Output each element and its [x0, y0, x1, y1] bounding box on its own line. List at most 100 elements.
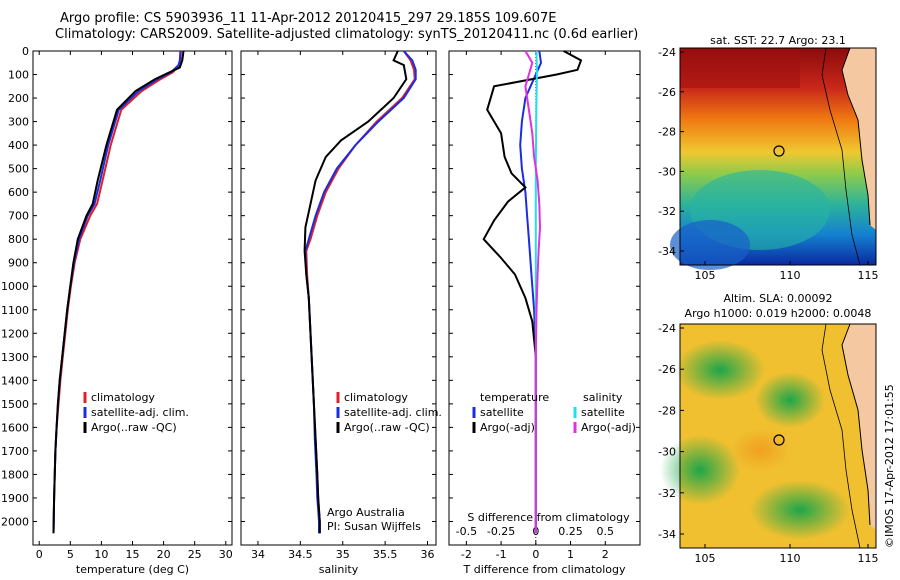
- sla-patch-5: [730, 428, 790, 472]
- chart-title-line-1: Argo profile: CS 5903936_11 11-Apr-2012 …: [60, 11, 557, 26]
- depth-tick-label: 1800: [1, 468, 29, 481]
- series-line-s-argo-adj-: [524, 50, 542, 534]
- sla-patch-2: [755, 372, 825, 428]
- depth-tick-label: 900: [8, 257, 29, 270]
- sst-y-tick-label: -32: [658, 205, 676, 218]
- sst-land: [842, 48, 876, 230]
- sla-y-tick-label: -24: [658, 322, 676, 335]
- chart-title-line-2: Climatology: CARS2009. Satellite-adjuste…: [55, 27, 639, 42]
- depth-tick-label: 1300: [1, 351, 29, 364]
- sst-argo-position-marker: [773, 145, 785, 157]
- sst-y-tick-label: -34: [658, 245, 676, 258]
- x-tick-label: -1: [496, 548, 507, 561]
- sst-y-tick-label: -24: [658, 46, 676, 59]
- depth-tick-label: 1700: [1, 445, 29, 458]
- legend-label: Argo(..raw -QC): [344, 421, 430, 434]
- depth-tick-label: 1900: [1, 492, 29, 505]
- legend-header-salinity: salinity: [583, 391, 623, 404]
- sst-map: [670, 47, 877, 270]
- sst-y-tick-label: -30: [658, 165, 676, 178]
- sla-patch-1: [675, 340, 765, 400]
- depth-tick-label: 1100: [1, 304, 29, 317]
- sst-coastline: [841, 47, 871, 226]
- depth-tick-label: 1400: [1, 374, 29, 387]
- sla-y-tick-label: -34: [658, 528, 676, 541]
- sla-y-tick-label: -32: [658, 487, 676, 500]
- panel-salinity: 34 34.5 35 35.5 36 salinity climatology satelli…: [240, 50, 442, 576]
- depth-tick-label: 600: [8, 186, 29, 199]
- argo-annotation: PI: Susan Wijffels: [327, 520, 421, 533]
- series-line-argo-raw-qc-: [52, 50, 185, 534]
- s-tick-label: -0.5: [456, 525, 477, 538]
- x-tick-label: 36: [421, 548, 435, 561]
- legend-label: Argo(-adj): [480, 421, 535, 434]
- legend-label: satellite: [581, 406, 625, 419]
- x-tick-label: 10: [94, 548, 108, 561]
- sla-land: [842, 324, 876, 530]
- depth-tick-label: 800: [8, 233, 29, 246]
- sla-map: [660, 323, 877, 549]
- legend-label: climatology: [344, 391, 408, 404]
- depth-tick-label: 0: [22, 45, 29, 58]
- sla-x-tick-label: 105: [695, 552, 716, 565]
- depth-tick-label: 1000: [1, 280, 29, 293]
- depth-tick-label: 1500: [1, 398, 29, 411]
- legend-label: Argo(..raw -QC): [91, 421, 177, 434]
- x-axis-label: salinity: [319, 563, 359, 576]
- depth-tick-label: 300: [8, 116, 29, 129]
- s-tick-label: 0.5: [597, 525, 615, 538]
- sst-x-tick-label: 110: [780, 269, 801, 282]
- x-tick-label: 2: [602, 548, 609, 561]
- sla-patch-4: [750, 480, 850, 540]
- panel-difference: -2 -1 0 1 2 T difference from climatology -0.5…: [448, 50, 641, 576]
- x-tick-label: 20: [157, 548, 171, 561]
- x-tick-label: 30: [219, 548, 233, 561]
- x-tick-label: 35: [336, 548, 350, 561]
- x-axis-label: temperature (deg C): [76, 563, 189, 576]
- depth-tick-label: 1600: [1, 421, 29, 434]
- x-axis-label: T difference from climatology: [463, 563, 626, 576]
- sst-warm-patch: [680, 48, 800, 88]
- s-tick-label: -0.25: [487, 525, 515, 538]
- x-tick-label: 34: [251, 548, 265, 561]
- x-tick-label: 0: [532, 548, 539, 561]
- sst-y-tick-label: -26: [658, 86, 676, 99]
- x-tick-label: 34.5: [288, 548, 313, 561]
- x-tick-label: 0: [36, 548, 43, 561]
- legend-label: satellite-adj. clim.: [344, 406, 442, 419]
- x-tick-label: -2: [461, 548, 472, 561]
- depth-tick-label: 200: [8, 92, 29, 105]
- legend-label: satellite: [480, 406, 524, 419]
- s-tick-label: 0.25: [558, 525, 583, 538]
- sla-x-tick-label: 115: [858, 552, 879, 565]
- depth-tick-label: 2000: [1, 515, 29, 528]
- sla-map-title-line-1: Altim. SLA: 0.00092: [723, 292, 832, 305]
- depth-tick-label: 1200: [1, 327, 29, 340]
- sla-y-tick-label: -30: [658, 446, 676, 459]
- sst-y-tick-label: -28: [658, 126, 676, 139]
- sla-map-title-line-2: Argo h1000: 0.019 h2000: 0.0048: [685, 307, 872, 320]
- sla-y-tick-label: -28: [658, 404, 676, 417]
- sst-cold-patch: [670, 220, 750, 270]
- panel-frame: [240, 50, 437, 546]
- sst-map-frame: [679, 47, 877, 266]
- x-tick-label: 25: [188, 548, 202, 561]
- sst-x-tick-label: 115: [858, 269, 879, 282]
- depth-tick-label: 400: [8, 139, 29, 152]
- sla-isobath: [821, 323, 861, 549]
- panel-temperature: 0 5 10 15 20 25 30 temperature (deg C) climatolo…: [32, 50, 233, 576]
- sla-y-tick-label: -26: [658, 363, 676, 376]
- legend-label: Argo(-adj): [581, 421, 636, 434]
- sla-x-tick-label: 110: [780, 552, 801, 565]
- depth-tick-label: 500: [8, 163, 29, 176]
- sla-map-frame: [679, 323, 877, 549]
- argo-annotation: Argo Australia: [327, 506, 405, 519]
- x-tick-label: 15: [126, 548, 140, 561]
- legend-label: climatology: [91, 391, 155, 404]
- legend-label: satellite-adj. clim.: [91, 406, 189, 419]
- x-tick-label: 1: [567, 548, 574, 561]
- sst-map-title: sat. SST: 22.7 Argo: 23.1: [710, 34, 846, 47]
- s-axis-label: S difference from climatology: [467, 511, 630, 524]
- panel-frame: [32, 50, 233, 546]
